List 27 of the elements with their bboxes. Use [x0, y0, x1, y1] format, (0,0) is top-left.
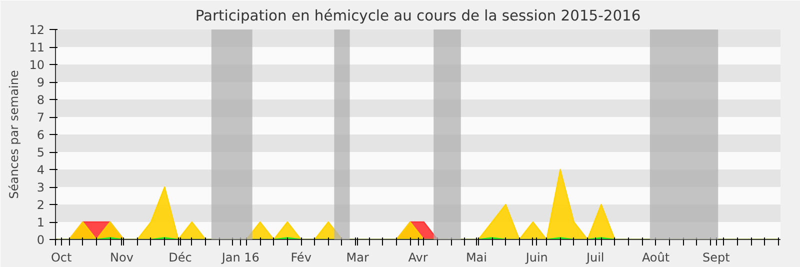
y-tick-label: 3 [36, 180, 45, 194]
y-tick-label: 10 [29, 58, 45, 72]
x-tick-label: Jan 16 [220, 250, 260, 264]
y-tick-label: 11 [29, 40, 45, 54]
x-tick-label: Oct [50, 250, 72, 264]
y-tick-label: 0 [36, 233, 45, 247]
y-tick-label: 5 [36, 146, 45, 160]
x-tick-label: Nov [110, 250, 134, 264]
y-tick-label: 1 [36, 216, 45, 230]
x-tick-label: Sept [702, 250, 730, 264]
x-tick-label: Fév [290, 250, 312, 264]
x-tick-label: Juil [585, 250, 604, 264]
x-tick-label: Août [642, 250, 670, 264]
x-tick-label: Juin [524, 250, 548, 264]
chart-title: Participation en hémicycle au cours de la session 2015-2016 [195, 8, 641, 24]
x-tick-label: Mai [466, 250, 487, 264]
y-tick-label: 4 [36, 163, 45, 177]
y-tick-label: 6 [36, 128, 45, 142]
y-tick-label: 2 [36, 198, 45, 212]
y-axis-title: Séances par semaine [7, 70, 22, 199]
x-tick-label: Déc [168, 250, 192, 264]
y-tick-label: 9 [36, 76, 45, 90]
x-tick-label: Avr [408, 250, 428, 264]
y-tick-label: 12 [29, 23, 45, 37]
x-tick-label: Mar [346, 250, 369, 264]
y-tick-label: 7 [36, 110, 45, 124]
y-tick-label: 8 [36, 93, 45, 107]
